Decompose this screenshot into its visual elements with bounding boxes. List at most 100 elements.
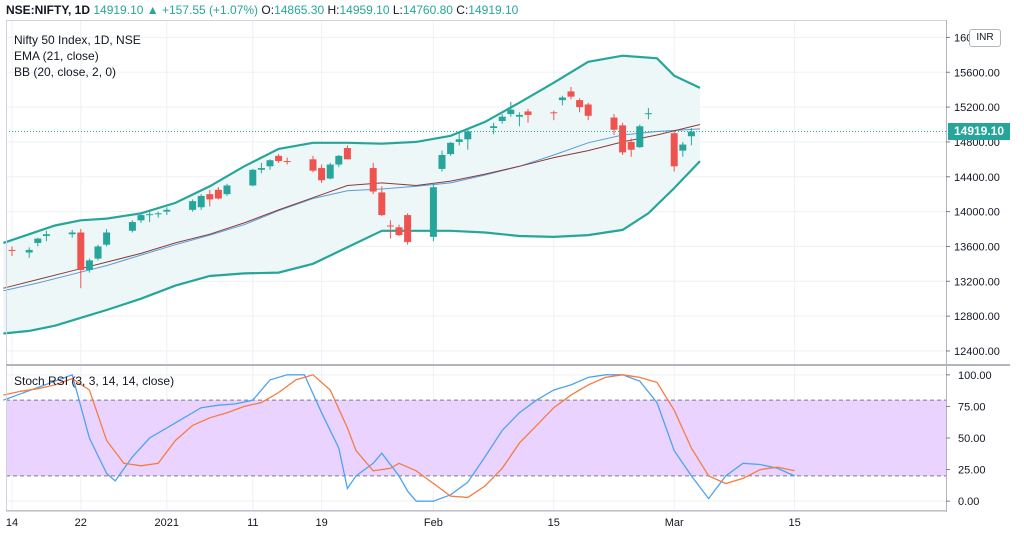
stoch-rsi-axis[interactable]: 100.00 75.00 50.00 25.00 0.00 — [946, 370, 992, 508]
candle-body — [163, 209, 171, 212]
candle-body — [550, 112, 558, 114]
candle-body — [103, 232, 111, 245]
candle-body — [257, 168, 265, 170]
candle-body — [154, 213, 162, 215]
candle — [77, 229, 85, 289]
time-tick-label: 11 — [247, 517, 258, 529]
candle-body — [644, 113, 652, 115]
candle — [257, 162, 265, 174]
candle-body — [42, 234, 50, 236]
candle-body — [283, 161, 291, 163]
candle — [189, 199, 197, 212]
candle — [128, 220, 136, 233]
candle-body — [576, 100, 584, 108]
candle-body — [464, 131, 472, 140]
candle-body — [94, 246, 102, 259]
candle — [103, 229, 111, 247]
candle — [378, 186, 386, 216]
rsi-tick-label: 75.00 — [958, 401, 986, 413]
candle — [386, 220, 394, 239]
time-tick-label: 2021 — [155, 517, 179, 529]
symbol-name[interactable]: NSE:NIFTY, 1D — [6, 3, 91, 17]
ema-legend[interactable]: EMA (21, close) — [14, 49, 99, 63]
candle-body — [326, 164, 334, 179]
candle-body — [25, 249, 33, 253]
candle-body — [507, 109, 515, 115]
candle — [507, 101, 515, 117]
stoch-rsi-legend[interactable]: Stoch RSI (3, 3, 14, 14, close) — [14, 374, 175, 388]
candle-body — [524, 111, 532, 115]
bollinger-fill — [3, 55, 700, 334]
close-label: C: — [456, 3, 469, 17]
high-value: 14959.10 — [339, 3, 390, 17]
last-price: 14919.10 — [93, 3, 144, 17]
candle-body — [189, 201, 197, 210]
low-label: L: — [392, 3, 403, 17]
candle-body — [395, 227, 403, 236]
candle-body — [679, 144, 687, 151]
candle-body — [68, 232, 76, 235]
candle — [137, 213, 145, 223]
candle-body — [567, 91, 575, 97]
candle — [343, 145, 351, 160]
candle-body — [627, 141, 635, 150]
candle-body — [266, 160, 274, 167]
candle-body — [378, 192, 386, 216]
candle — [68, 229, 76, 238]
stoch-rsi-zone — [6, 400, 946, 476]
time-tick-label: Feb — [424, 517, 443, 529]
candle — [34, 237, 42, 247]
time-tick-label: 15 — [548, 517, 560, 529]
candle — [85, 258, 93, 273]
candle — [283, 157, 291, 165]
candle-body — [438, 154, 446, 169]
last-price-tag: 14919.10 — [948, 123, 1010, 141]
candle — [584, 102, 592, 121]
candle — [679, 141, 687, 157]
symbol-header: NSE:NIFTY, 1D 14919.10 ▲ +157.55 (+1.07%… — [6, 3, 518, 17]
candle — [42, 230, 50, 242]
candle-body — [214, 189, 222, 199]
price-tick-label: 12400.00 — [954, 346, 1000, 358]
rsi-tick-label: 25.00 — [958, 465, 986, 477]
time-axis[interactable]: 14 22 2021 11 19 Feb 15 Mar 15 — [6, 517, 801, 529]
candle-body — [386, 225, 394, 227]
candle — [490, 122, 498, 135]
rsi-tick-label: 50.00 — [958, 433, 986, 445]
time-tick-label: 14 — [6, 517, 18, 529]
rsi-tick-label: 0.00 — [958, 496, 979, 508]
candle — [154, 211, 162, 218]
candle — [206, 189, 214, 207]
candle-body — [335, 155, 343, 165]
candle-body — [455, 139, 463, 142]
candle — [146, 210, 154, 223]
bb-legend[interactable]: BB (20, close, 2, 0) — [14, 65, 117, 79]
candle-body — [558, 97, 566, 101]
candle — [326, 162, 334, 180]
price-axis[interactable]: 16000.0015600.0015200.0014800.0014400.00… — [946, 32, 1000, 358]
candle — [249, 168, 257, 187]
candle — [266, 159, 274, 170]
candle-body — [223, 185, 231, 195]
candle — [197, 194, 205, 210]
candle-body — [447, 142, 455, 155]
candle — [515, 112, 523, 127]
candle-body — [8, 249, 16, 251]
candle — [395, 224, 403, 236]
candle — [619, 122, 627, 155]
low-value: 14760.80 — [402, 3, 453, 17]
candle-body — [670, 133, 678, 167]
candle — [524, 108, 532, 123]
candle-body — [146, 214, 154, 216]
candle-body — [128, 222, 136, 231]
candle — [8, 246, 16, 257]
candle — [498, 114, 506, 124]
close-value: 14919.10 — [468, 3, 519, 17]
candle-body — [34, 238, 42, 243]
candle-body — [249, 169, 257, 186]
currency-badge[interactable]: INR — [969, 29, 1001, 47]
rsi-tick-label: 100.00 — [958, 370, 992, 382]
chart-title[interactable]: Nifty 50 Index, 1D, NSE — [14, 33, 141, 47]
candle — [610, 114, 618, 135]
